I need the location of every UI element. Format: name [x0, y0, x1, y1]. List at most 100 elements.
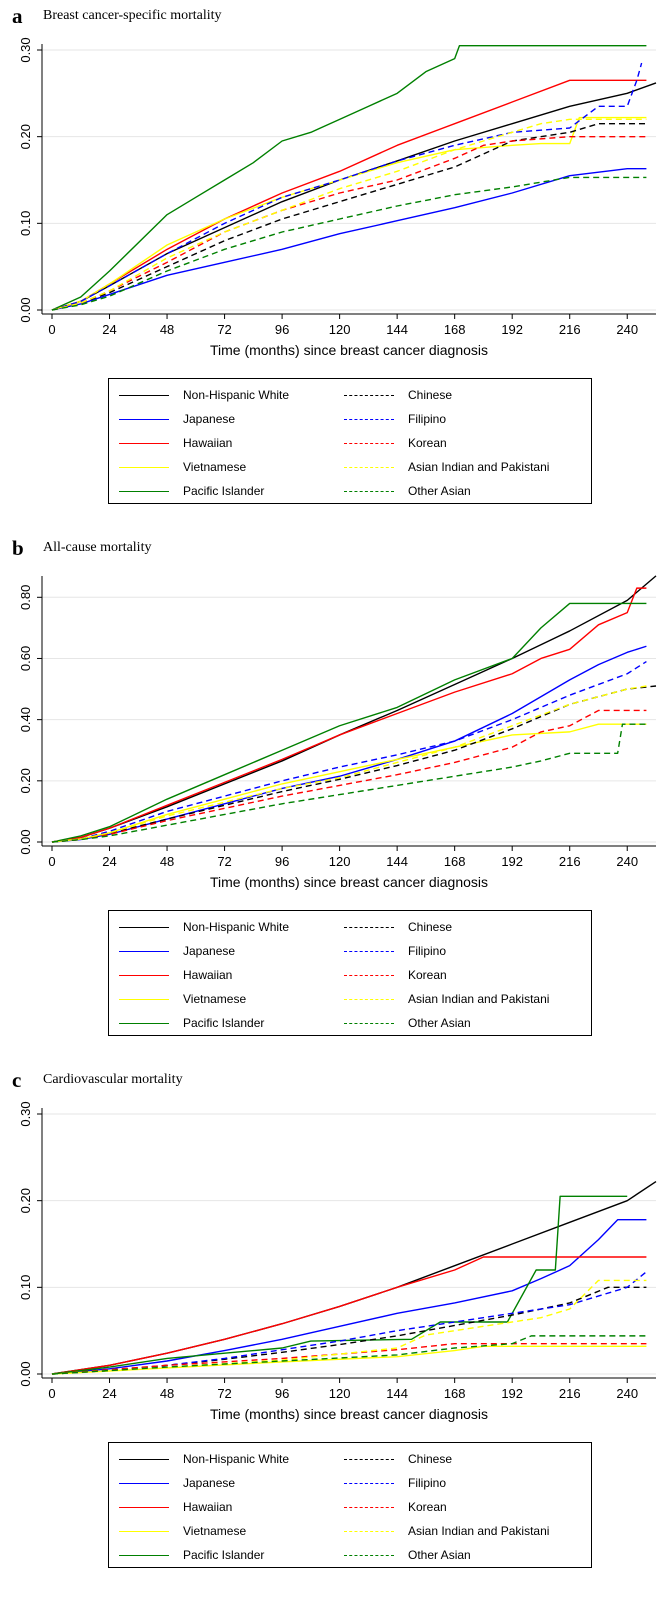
legend-label: Japanese: [183, 412, 236, 426]
x-tick-label: 144: [386, 854, 408, 869]
x-tick-label: 48: [160, 1386, 174, 1401]
series-line: [51, 685, 647, 843]
y-tick-label: 0.00: [18, 829, 33, 854]
legend-swatch: [344, 1458, 394, 1460]
y-tick-label: 0.00: [18, 297, 33, 322]
legend-item: Vietnamese: [109, 1521, 246, 1541]
chart-legend: Non-Hispanic White Chinese Japanese Filipin…: [108, 1442, 592, 1568]
x-tick-label: 24: [102, 854, 116, 869]
legend-label: Other Asian: [408, 1548, 471, 1562]
panel-letter: c: [12, 1068, 22, 1092]
y-tick-label: 0.10: [18, 1275, 33, 1300]
legend-item: Hawaiian: [109, 433, 232, 453]
legend-item: Non-Hispanic White: [109, 1449, 289, 1469]
x-tick-label: 72: [217, 322, 231, 337]
x-tick-label: 48: [160, 854, 174, 869]
legend-item: Hawaiian: [109, 1497, 232, 1517]
legend-label: Hawaiian: [183, 1500, 233, 1514]
series-line: [51, 602, 647, 843]
series-line: [51, 116, 647, 311]
legend-item: Other Asian: [334, 481, 471, 501]
legend-swatch: [119, 1554, 169, 1556]
legend-label: Filipino: [408, 944, 447, 958]
legend-swatch: [119, 1022, 169, 1024]
series-line: [51, 1342, 647, 1375]
x-tick-label: 240: [616, 322, 638, 337]
series-line: [51, 176, 647, 311]
legend-swatch: [119, 926, 169, 928]
legend-swatch: [119, 490, 169, 492]
series-line: [51, 1256, 647, 1375]
series-line: [51, 645, 647, 843]
legend-swatch: [119, 394, 169, 396]
x-tick-label: 240: [616, 1386, 638, 1401]
legend-swatch: [119, 1458, 169, 1460]
legend-label: Chinese: [408, 388, 453, 402]
legend-item: Korean: [334, 433, 447, 453]
x-axis-label: Time (months) since breast cancer diagno…: [210, 1406, 488, 1422]
legend-label: Non-Hispanic White: [183, 920, 290, 934]
series-line: [51, 62, 643, 311]
legend-item: Vietnamese: [109, 989, 246, 1009]
legend-item: Other Asian: [334, 1545, 471, 1565]
series-line: [51, 82, 657, 311]
legend-label: Asian Indian and Pakistani: [408, 460, 550, 474]
legend-item: Japanese: [109, 1473, 235, 1493]
legend-label: Korean: [408, 1500, 447, 1514]
legend-swatch: [344, 490, 394, 492]
legend-item: Korean: [334, 965, 447, 985]
series-line: [51, 685, 657, 843]
y-tick-label: 0.20: [18, 124, 33, 149]
legend-swatch: [119, 974, 169, 976]
legend-swatch: [344, 926, 394, 928]
series-line: [51, 168, 647, 311]
legend-item: Pacific Islander: [109, 1545, 264, 1565]
legend-swatch: [344, 418, 394, 420]
x-tick-label: 0: [48, 854, 55, 869]
x-tick-label: 240: [616, 854, 638, 869]
y-tick-label: 0.30: [18, 37, 33, 62]
legend-swatch: [344, 466, 394, 468]
legend-swatch: [119, 950, 169, 952]
series-line: [51, 723, 647, 843]
legend-swatch: [344, 1530, 394, 1532]
series-line: [51, 1195, 628, 1375]
legend-swatch: [119, 442, 169, 444]
x-tick-label: 144: [386, 1386, 408, 1401]
legend-label: Japanese: [183, 1476, 236, 1490]
x-tick-label: 96: [275, 322, 289, 337]
x-tick-label: 48: [160, 322, 174, 337]
legend-item: Japanese: [109, 941, 235, 961]
x-tick-label: 0: [48, 1386, 55, 1401]
x-tick-label: 120: [329, 854, 351, 869]
chart-title: All-cause mortality: [43, 540, 152, 555]
legend-swatch: [119, 1506, 169, 1508]
x-tick-label: 0: [48, 322, 55, 337]
series-line: [51, 709, 647, 843]
panel-b: b All-cause mortality 0.00 0.20 0.40 0.60 0.…: [0, 532, 669, 1057]
legend-swatch: [344, 1506, 394, 1508]
legend-label: Non-Hispanic White: [183, 388, 290, 402]
legend-label: Chinese: [408, 920, 453, 934]
legend-item: Japanese: [109, 409, 235, 429]
y-tick-label: 0.30: [18, 1101, 33, 1126]
legend-label: Vietnamese: [183, 460, 247, 474]
x-tick-label: 24: [102, 1386, 116, 1401]
legend-item: Asian Indian and Pakistani: [334, 989, 549, 1009]
x-tick-label: 168: [444, 854, 466, 869]
legend-label: Other Asian: [408, 484, 471, 498]
legend-label: Pacific Islander: [183, 484, 265, 498]
x-tick-label: 72: [217, 854, 231, 869]
x-tick-label: 96: [275, 1386, 289, 1401]
chart-legend: Non-Hispanic White Chinese Japanese Filipin…: [108, 378, 592, 504]
series-line: [51, 1219, 647, 1375]
legend-item: Korean: [334, 1497, 447, 1517]
series-line: [51, 1335, 647, 1375]
legend-item: Filipino: [334, 941, 446, 961]
x-tick-label: 216: [559, 854, 581, 869]
y-tick-label: 0.20: [18, 768, 33, 793]
y-tick-label: 0.80: [18, 585, 33, 610]
chart-plot: 0.00 0.20 0.40 0.60 0.80 0 24 48 72 96 120 144 168 19…: [18, 575, 657, 890]
legend-label: Japanese: [183, 944, 236, 958]
legend-item: Filipino: [334, 1473, 446, 1493]
